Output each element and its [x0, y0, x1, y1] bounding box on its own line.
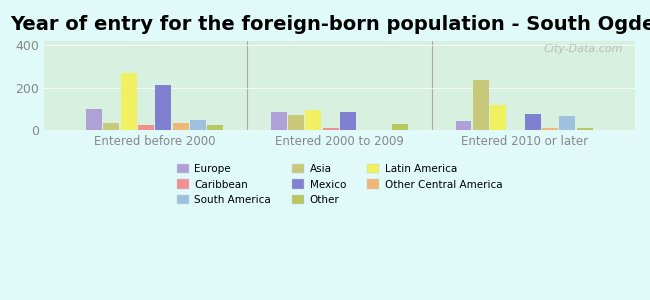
- Bar: [473, 80, 489, 130]
- Text: City-Data.com: City-Data.com: [543, 44, 623, 54]
- Bar: [323, 128, 339, 130]
- Bar: [490, 105, 506, 130]
- Bar: [288, 115, 304, 130]
- Bar: [525, 114, 541, 130]
- Bar: [173, 123, 188, 130]
- Bar: [103, 123, 119, 130]
- Bar: [560, 116, 575, 130]
- Legend: Europe, Caribbean, South America, Asia, Mexico, Other, Latin America, Other Cent: Europe, Caribbean, South America, Asia, …: [172, 160, 506, 209]
- Bar: [340, 112, 356, 130]
- Bar: [306, 110, 321, 130]
- Bar: [271, 112, 287, 130]
- Title: Year of entry for the foreign-born population - South Ogden: Year of entry for the foreign-born popul…: [10, 15, 650, 34]
- Bar: [138, 125, 154, 130]
- Bar: [456, 121, 471, 130]
- Bar: [121, 73, 136, 130]
- Bar: [577, 128, 593, 130]
- Bar: [392, 124, 408, 130]
- Bar: [190, 120, 206, 130]
- Bar: [207, 125, 223, 130]
- Bar: [86, 109, 102, 130]
- Bar: [542, 128, 558, 130]
- Bar: [155, 85, 171, 130]
